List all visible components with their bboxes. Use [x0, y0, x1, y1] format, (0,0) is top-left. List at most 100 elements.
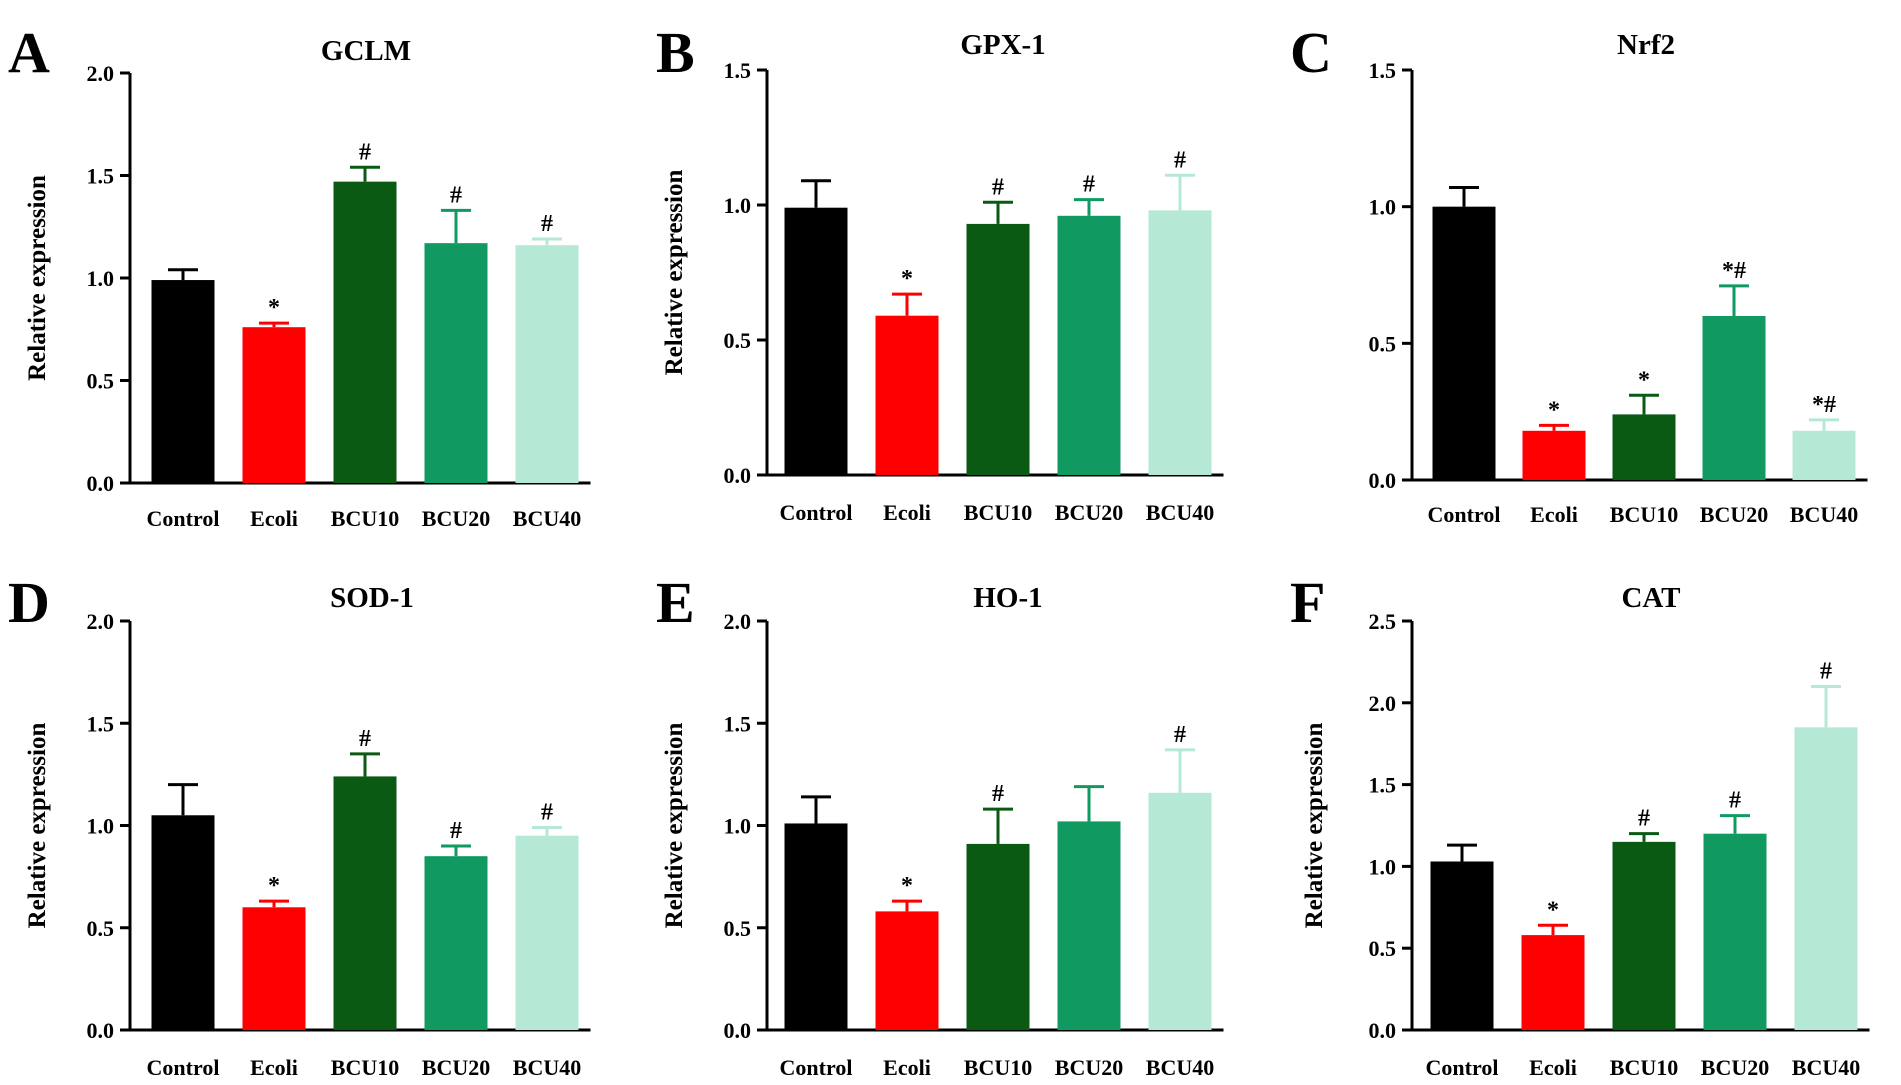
significance-label: *	[268, 873, 280, 899]
x-tick-label: BCU40	[513, 506, 581, 531]
bar-bcu10	[966, 223, 1030, 475]
bar-bcu20	[1057, 215, 1121, 476]
x-tick-label: Control	[1428, 502, 1501, 527]
bar-ecoli	[1521, 935, 1585, 1030]
significance-label: #	[450, 182, 462, 208]
bar-bcu10	[966, 843, 1030, 1030]
x-tick-label: BCU40	[513, 1055, 581, 1080]
x-tick-label: Ecoli	[1530, 502, 1578, 527]
y-axis-label: Relative expression	[661, 723, 688, 929]
x-tick-label: BCU40	[1146, 500, 1214, 525]
y-axis-label: Relative expression	[661, 170, 688, 376]
significance-label: #	[1820, 658, 1832, 684]
bar-ecoli	[1522, 430, 1586, 480]
y-axis-label: Relative expression	[24, 723, 51, 929]
x-tick-label: BCU20	[422, 506, 490, 531]
bar-bcu40	[1794, 727, 1858, 1030]
bar-control	[784, 207, 848, 475]
y-axis-label: Relative expression	[1301, 723, 1328, 929]
bar-bcu10	[1612, 414, 1676, 480]
panel-c: C Nrf2 0.0 0.5 1.0 1.5 Control * Ecoli * BCU10 *# BC…	[1290, 20, 1868, 527]
significance-label: #	[450, 818, 462, 844]
y-tick-label: 2.0	[87, 609, 115, 634]
significance-label: *#	[1722, 258, 1746, 284]
significance-label: *	[901, 266, 913, 292]
chart-title: GPX-1	[960, 29, 1045, 61]
bar-bcu40	[1792, 430, 1856, 480]
significance-label: #	[992, 174, 1004, 200]
bar-bcu10	[333, 181, 397, 483]
panel-a: A GCLM Relative expression 0.0 0.5 1.0 1.5 2.0 C…	[8, 20, 591, 531]
y-tick-label: 0.5	[87, 369, 115, 394]
x-tick-label: BCU10	[331, 1055, 399, 1080]
y-tick-label: 0.0	[724, 463, 752, 488]
y-tick-label: 0.0	[87, 1018, 115, 1043]
significance-label: #	[359, 726, 371, 752]
x-tick-label: BCU10	[1610, 1055, 1678, 1080]
panel-letter: C	[1290, 20, 1332, 85]
y-tick-label: 1.0	[1369, 195, 1397, 220]
y-tick-label: 2.0	[724, 609, 752, 634]
bar-bcu10	[1612, 841, 1676, 1030]
bar-ecoli	[242, 327, 306, 483]
y-tick-label: 1.5	[724, 58, 752, 83]
x-tick-label: Control	[147, 1055, 220, 1080]
panel-letter: F	[1290, 570, 1325, 635]
x-tick-label: BCU20	[1055, 500, 1123, 525]
bar-bcu20	[1702, 316, 1766, 480]
y-tick-label: 1.0	[87, 814, 115, 839]
x-tick-label: BCU20	[1055, 1055, 1123, 1080]
x-tick-label: Ecoli	[250, 1055, 298, 1080]
y-tick-label: 0.0	[724, 1018, 752, 1043]
significance-label: *	[1548, 397, 1560, 423]
y-tick-label: 1.0	[724, 193, 752, 218]
bar-bcu10	[333, 776, 397, 1030]
significance-label: *#	[1812, 392, 1836, 418]
x-tick-label: Control	[147, 506, 220, 531]
bar-ecoli	[875, 911, 939, 1030]
significance-label: #	[992, 781, 1004, 807]
bar-ecoli	[242, 907, 306, 1030]
bar-bcu40	[1148, 210, 1212, 475]
bar-bcu40	[1148, 792, 1212, 1030]
chart-title: SOD-1	[330, 582, 414, 614]
x-tick-label: BCU40	[1792, 1055, 1860, 1080]
bar-control	[784, 823, 848, 1030]
bar-bcu40	[515, 835, 579, 1030]
y-tick-label: 0.0	[87, 471, 115, 496]
bar-control	[151, 280, 215, 483]
bar-bcu40	[515, 245, 579, 483]
x-tick-label: Ecoli	[1529, 1055, 1577, 1080]
y-tick-label: 2.0	[1369, 691, 1397, 716]
y-tick-label: 1.0	[87, 266, 115, 291]
y-tick-label: 0.5	[724, 916, 752, 941]
bar-ecoli	[875, 315, 939, 475]
x-tick-label: BCU40	[1146, 1055, 1214, 1080]
y-tick-label: 1.0	[724, 814, 752, 839]
y-tick-label: 1.5	[87, 711, 115, 736]
x-tick-label: Ecoli	[250, 506, 298, 531]
x-tick-label: BCU20	[1701, 1055, 1769, 1080]
x-tick-label: Ecoli	[883, 1055, 931, 1080]
significance-label: #	[1083, 172, 1095, 198]
bar-control	[1432, 206, 1496, 480]
y-tick-label: 2.0	[87, 61, 115, 86]
y-tick-label: 0.5	[87, 916, 115, 941]
chart-title: Nrf2	[1617, 29, 1675, 61]
panel-f: F CAT Relative expression 0.0 0.5 1.0 1.5 2.0 2.…	[1290, 570, 1870, 1080]
significance-label: #	[359, 139, 371, 165]
chart-title: CAT	[1621, 582, 1680, 614]
panel-d: D SOD-1 Relative expression 0.0 0.5 1.0 1.5 2.0…	[8, 570, 591, 1080]
y-axis-label: Relative expression	[24, 175, 51, 381]
y-tick-label: 1.5	[724, 711, 752, 736]
significance-label: *	[901, 873, 913, 899]
y-tick-label: 2.5	[1369, 609, 1397, 634]
x-tick-label: Ecoli	[883, 500, 931, 525]
bar-control	[151, 815, 215, 1030]
y-tick-label: 0.5	[1369, 331, 1397, 356]
y-tick-label: 1.5	[87, 164, 115, 189]
bar-bcu20	[1703, 833, 1767, 1030]
significance-label: #	[1174, 722, 1186, 748]
x-tick-label: BCU10	[964, 1055, 1032, 1080]
